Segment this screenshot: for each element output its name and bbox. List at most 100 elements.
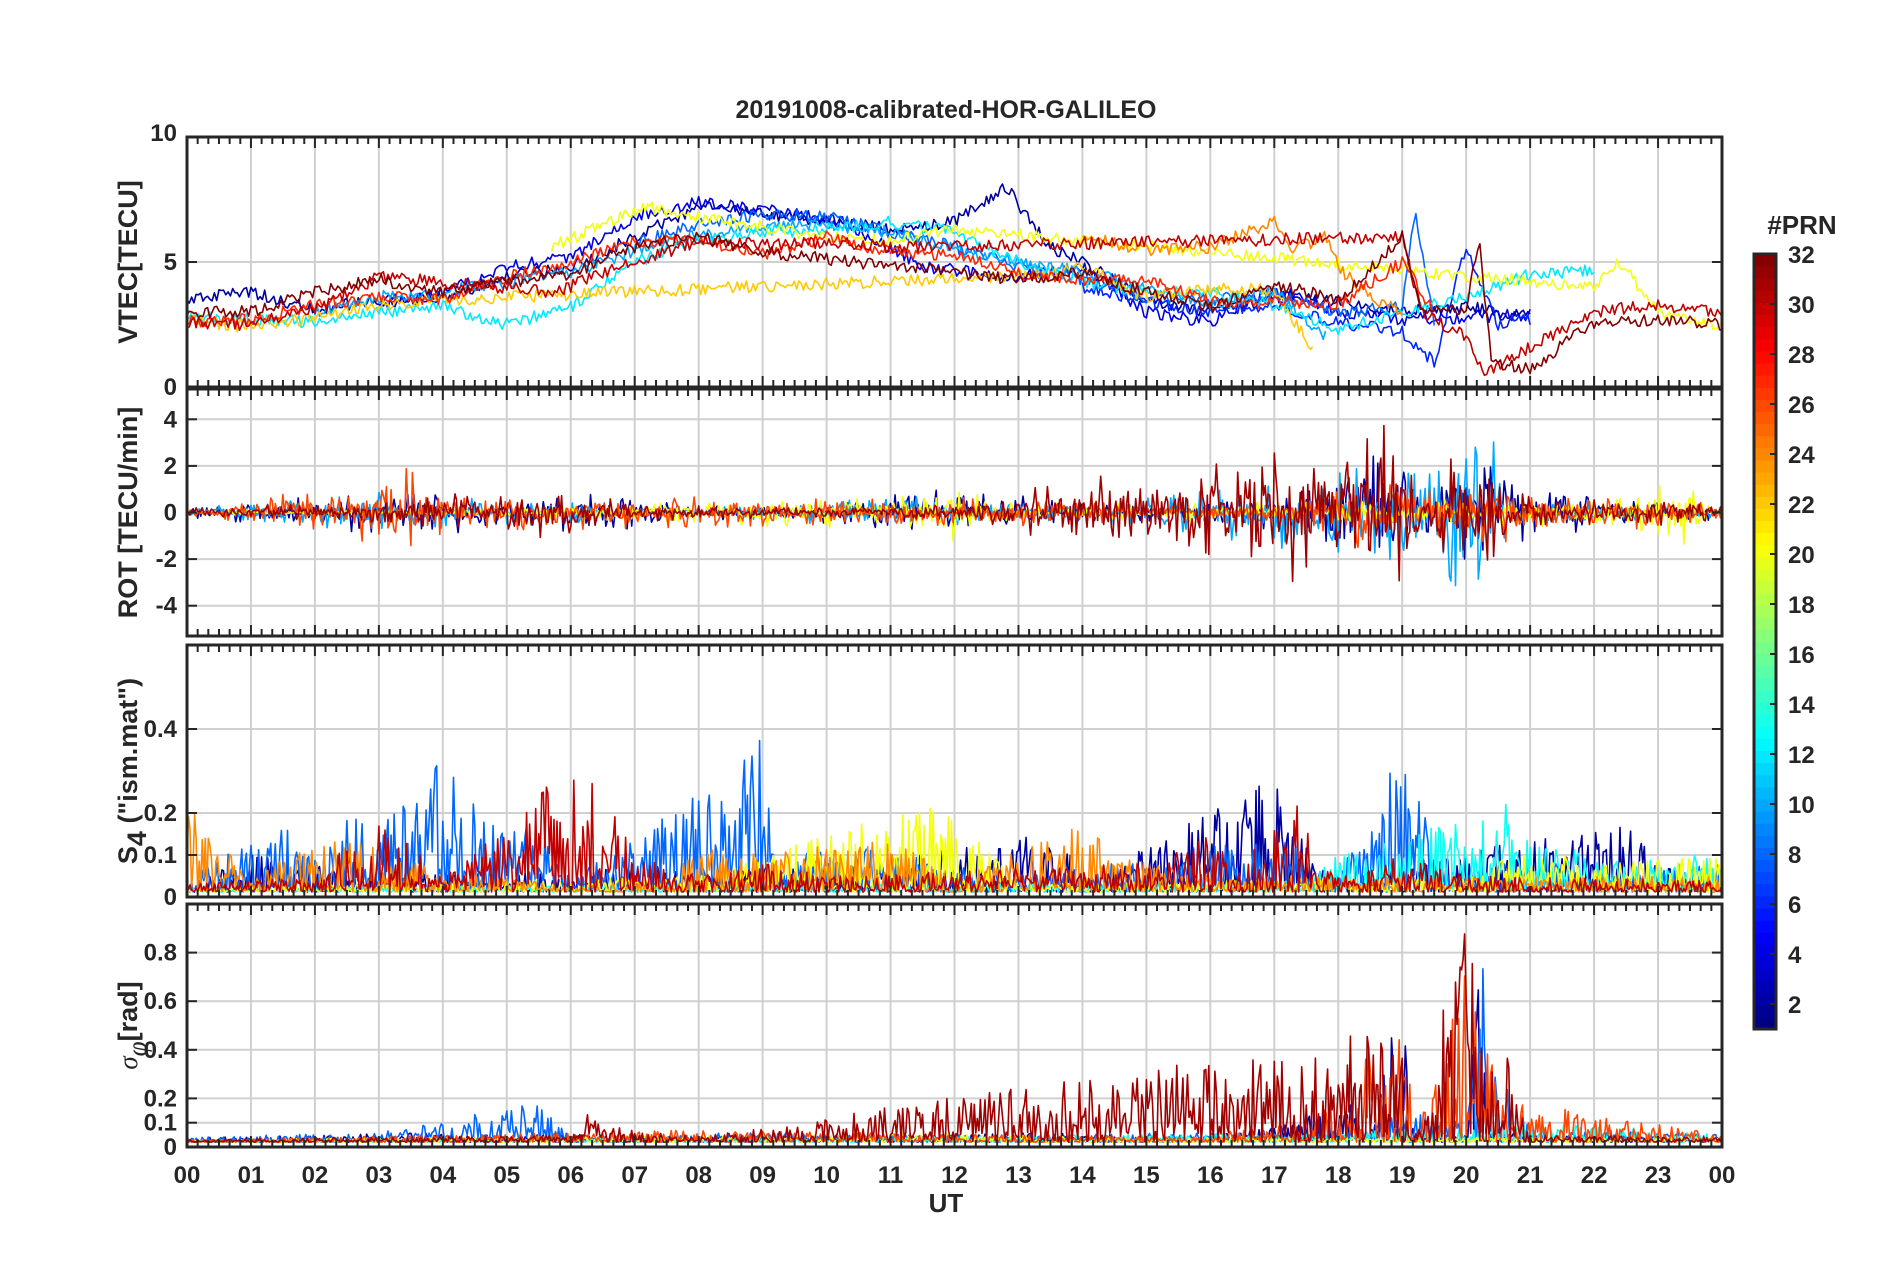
x-tick-label: 15 [1133,1162,1160,1189]
colorbar-segment [1754,750,1776,764]
y-tick-label: -2 [156,546,177,573]
colorbar-segment [1754,702,1776,715]
colorbar-segment [1754,811,1776,824]
x-tick-label: 19 [1389,1162,1416,1189]
colorbar-tick-label: 22 [1788,492,1815,519]
y-tick-label: 0.1 [144,842,177,869]
y-tick-label: 0.6 [144,988,177,1015]
colorbar-tick-label: 28 [1788,342,1815,369]
colorbar-segment [1754,968,1776,982]
colorbar-tick-label: 20 [1788,542,1815,569]
colorbar-segment [1754,447,1776,461]
x-tick-label: 05 [493,1162,520,1189]
colorbar-segment [1754,254,1776,267]
colorbar-segment [1754,399,1776,413]
panel-s4: 0 0.1 0.2 0.4S4 ("ism.mat") [113,643,1724,911]
colorbar-segment [1754,714,1776,727]
colorbar-title: #PRN [1767,210,1836,240]
x-axis: 00 01 02 03 04 05 06 07 08 09 10 11 12 13 14 15 16 17 18 19… [174,1162,1736,1189]
colorbar-tick-label: 10 [1788,792,1815,819]
y-tick-label: 0.1 [144,1110,177,1137]
minor-ticks [186,904,1723,1147]
colorbar-tick-label: 24 [1788,442,1815,469]
x-tick-label: 12 [941,1162,968,1189]
x-tick-label: 17 [1261,1162,1288,1189]
colorbar-segment [1754,823,1776,836]
colorbar-segment [1754,532,1776,546]
minor-ticks [186,645,1723,897]
y-tick-label: 2 [164,453,177,480]
colorbar-segment [1754,484,1776,497]
colorbar-segment [1754,266,1776,279]
series-prn-22 [187,261,1314,351]
series-group [187,424,1722,587]
colorbar-segment [1754,459,1776,473]
y-tick-label: 0.4 [144,716,178,743]
y-tick-label: 5 [164,249,177,276]
grid-lines [187,137,1722,387]
colorbar-segment [1754,593,1776,606]
colorbar-segment [1754,605,1776,618]
colorbar-tick-label: 18 [1788,592,1815,619]
colorbar-segment [1754,411,1776,425]
x-tick-label: 13 [1005,1162,1032,1189]
series-prn-24 [1082,215,1403,316]
colorbar-segment [1754,1016,1776,1030]
colorbar-segment [1754,847,1776,861]
colorbar-segment [1754,350,1776,364]
colorbar-segment [1754,665,1776,679]
series-prn-30 [187,231,1722,377]
colorbar-segment [1754,786,1776,800]
y-tick-label: 0 [164,500,177,527]
x-tick-label: 18 [1325,1162,1352,1189]
colorbar-segment [1754,677,1776,691]
colorbar-segment [1754,895,1776,909]
colorbar-frame [1752,252,1778,1031]
colorbar-segment [1754,944,1776,957]
y-tick-label: 0 [164,374,177,401]
x-tick-label: 22 [1581,1162,1608,1189]
colorbar-segment [1754,508,1776,522]
y-tick-label: 0.2 [144,1085,177,1112]
colorbar-tick-label: 26 [1788,392,1815,419]
x-axis-label: UT [929,1188,964,1218]
x-tick-label: 20 [1453,1162,1480,1189]
panel-vtec: 0 5 10 VTEC[TECU] [113,120,1724,401]
colorbar-segment [1754,980,1776,994]
colorbar-tick-label: 14 [1788,692,1815,719]
colorbar-segment [1754,435,1776,449]
minor-ticks [186,137,1723,387]
colorbar-segment [1754,992,1776,1006]
colorbar-tick-label: 16 [1788,642,1815,669]
colorbar-segment [1754,387,1776,400]
y-tick-label: 10 [150,120,177,147]
series-prn-27 [187,230,1435,328]
x-tick-label: 21 [1517,1162,1544,1189]
colorbar-segment [1754,362,1776,376]
colorbar-segment [1754,326,1776,340]
minor-ticks [186,389,1723,636]
colorbar-segment [1754,859,1776,873]
colorbar-segment [1754,798,1776,812]
series-prn-31 [187,424,1722,583]
x-tick-label: 01 [238,1162,265,1189]
colorbar-segment [1754,920,1776,933]
colorbar-tick-label: 6 [1788,892,1801,919]
colorbar-segment [1754,338,1776,352]
colorbar-segment [1754,774,1776,788]
y-tick-label: 0 [164,884,177,911]
y-tick-label: 0.4 [144,1037,178,1064]
colorbar-segment [1754,375,1776,388]
colorbar-segment [1754,835,1776,848]
colorbar-segment [1754,653,1776,667]
x-tick-label: 06 [557,1162,584,1189]
colorbar-segment [1754,471,1776,485]
colorbar-segment [1754,544,1776,558]
colorbar-segment [1754,689,1776,703]
x-tick-label: 00 [174,1162,201,1189]
colorbar-segment [1754,641,1776,655]
y-tick-label: 0.2 [144,800,177,827]
x-tick-label: 00 [1709,1162,1736,1189]
